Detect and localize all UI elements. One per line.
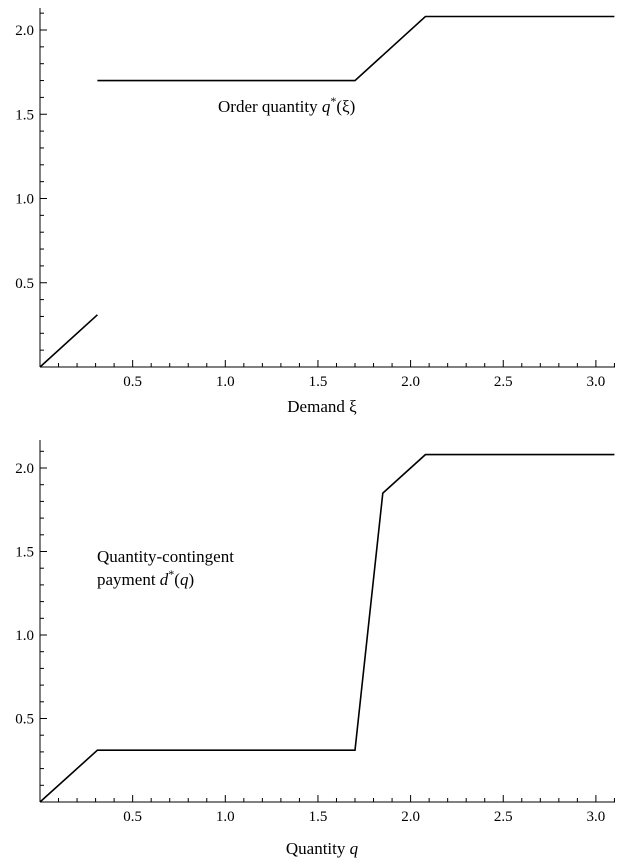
x-axis: 0.5 1.0 1.5 2.0 2.5 3.0 — [40, 795, 615, 825]
chart-annotation-line1: Quantity-contingent — [97, 547, 234, 566]
series-line-0 — [39, 314, 98, 368]
x-axis-title: Demand ξ — [287, 397, 357, 416]
x-tick-label: 1.5 — [309, 809, 328, 825]
x-tick-label: 0.5 — [123, 374, 142, 390]
y-tick-label: 0.5 — [15, 276, 34, 292]
y-tick-label: 1.0 — [15, 192, 34, 208]
x-tick-label: 2.5 — [494, 809, 513, 825]
series-group — [39, 15, 615, 368]
order-quantity-chart: 0.5 1.0 1.5 2.0 0.5 1.0 1.5 2.0 2.5 3.0 Order qu… — [15, 8, 615, 416]
x-tick-label: 0.5 — [123, 809, 142, 825]
x-ticks: 0.5 1.0 1.5 2.0 2.5 3.0 — [58, 795, 615, 825]
x-tick-label: 1.0 — [216, 374, 235, 390]
y-tick-label: 2.0 — [15, 461, 34, 477]
y-tick-label: 2.0 — [15, 23, 34, 39]
payment-chart: 0.5 1.0 1.5 2.0 0.5 1.0 1.5 2.0 2.5 3.0 Quantity… — [15, 440, 615, 858]
x-tick-label: 3.0 — [587, 374, 606, 390]
x-axis: 0.5 1.0 1.5 2.0 2.5 3.0 — [40, 360, 615, 390]
chart-annotation: Order quantity q*(ξ) — [218, 94, 355, 116]
y-axis: 0.5 1.0 1.5 2.0 — [15, 8, 47, 367]
series-line-0 — [39, 453, 615, 803]
x-tick-label: 2.0 — [401, 374, 420, 390]
y-ticks: 0.5 1.0 1.5 2.0 — [15, 450, 47, 786]
y-tick-label: 1.5 — [15, 107, 34, 123]
y-tick-label: 1.5 — [15, 545, 34, 561]
y-axis: 0.5 1.0 1.5 2.0 — [15, 440, 47, 802]
chart-annotation-line2: payment d*(q) — [97, 567, 194, 589]
series-line-1 — [97, 15, 615, 82]
x-ticks: 0.5 1.0 1.5 2.0 2.5 3.0 — [58, 360, 615, 390]
x-axis-title: Quantity q — [286, 839, 359, 858]
y-tick-label: 0.5 — [15, 712, 34, 728]
series-group — [39, 453, 615, 803]
x-tick-label: 2.0 — [401, 809, 420, 825]
x-tick-label: 2.5 — [494, 374, 513, 390]
y-tick-label: 1.0 — [15, 628, 34, 644]
x-tick-label: 1.5 — [309, 374, 328, 390]
x-tick-label: 3.0 — [587, 809, 606, 825]
x-tick-label: 1.0 — [216, 809, 235, 825]
y-ticks: 0.5 1.0 1.5 2.0 — [15, 12, 47, 351]
